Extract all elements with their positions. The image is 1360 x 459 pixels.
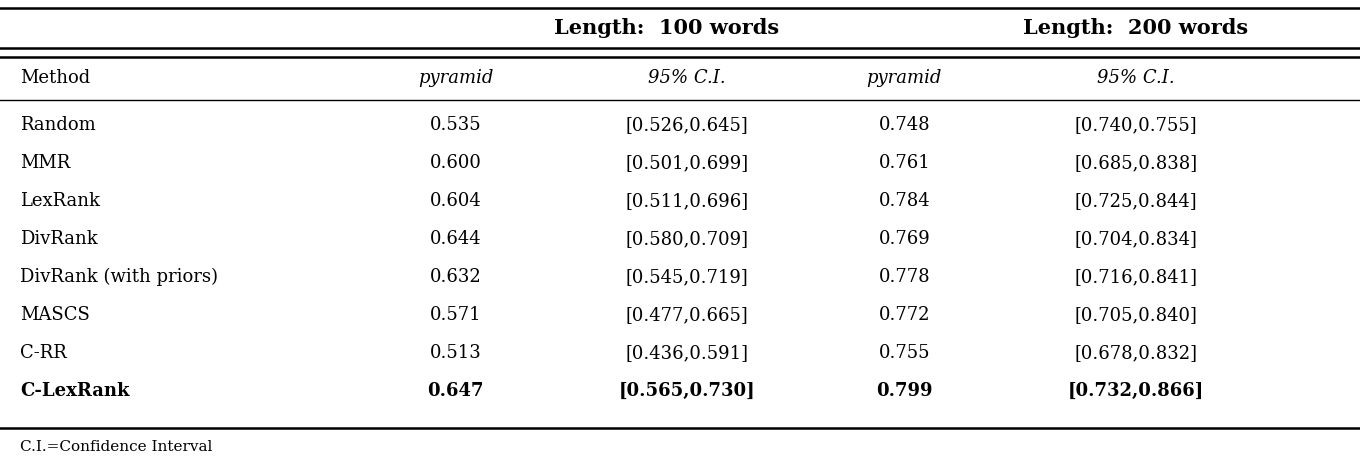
Text: Length:  200 words: Length: 200 words: [1023, 18, 1248, 38]
Text: 0.535: 0.535: [430, 116, 481, 134]
Text: 0.571: 0.571: [430, 306, 481, 324]
Text: pyramid: pyramid: [418, 69, 494, 87]
Text: 0.761: 0.761: [879, 154, 930, 172]
Text: [0.725,0.844]: [0.725,0.844]: [1074, 192, 1197, 210]
Text: 0.644: 0.644: [430, 230, 481, 248]
Text: 0.632: 0.632: [430, 268, 481, 286]
Text: [0.526,0.645]: [0.526,0.645]: [626, 116, 748, 134]
Text: 95% C.I.: 95% C.I.: [1096, 69, 1175, 87]
Text: 0.600: 0.600: [430, 154, 481, 172]
Text: 0.755: 0.755: [879, 344, 930, 362]
Text: [0.705,0.840]: [0.705,0.840]: [1074, 306, 1197, 324]
Text: C-LexRank: C-LexRank: [20, 382, 131, 400]
Text: 0.604: 0.604: [430, 192, 481, 210]
Text: 0.772: 0.772: [879, 306, 930, 324]
Text: 0.513: 0.513: [430, 344, 481, 362]
Text: [0.740,0.755]: [0.740,0.755]: [1074, 116, 1197, 134]
Text: C-RR: C-RR: [20, 344, 67, 362]
Text: [0.511,0.696]: [0.511,0.696]: [626, 192, 748, 210]
Text: [0.716,0.841]: [0.716,0.841]: [1074, 268, 1197, 286]
Text: C.I.=Confidence Interval: C.I.=Confidence Interval: [20, 440, 212, 454]
Text: LexRank: LexRank: [20, 192, 101, 210]
Text: 0.784: 0.784: [879, 192, 930, 210]
Text: MMR: MMR: [20, 154, 71, 172]
Text: Random: Random: [20, 116, 97, 134]
Text: MASCS: MASCS: [20, 306, 90, 324]
Text: [0.678,0.832]: [0.678,0.832]: [1074, 344, 1197, 362]
Text: [0.704,0.834]: [0.704,0.834]: [1074, 230, 1197, 248]
Text: Method: Method: [20, 69, 91, 87]
Text: 0.778: 0.778: [879, 268, 930, 286]
Text: 0.799: 0.799: [876, 382, 933, 400]
Text: 0.769: 0.769: [879, 230, 930, 248]
Text: [0.545,0.719]: [0.545,0.719]: [626, 268, 748, 286]
Text: 0.647: 0.647: [427, 382, 484, 400]
Text: DivRank (with priors): DivRank (with priors): [20, 268, 219, 286]
Text: 0.748: 0.748: [879, 116, 930, 134]
Text: pyramid: pyramid: [866, 69, 942, 87]
Text: Length:  100 words: Length: 100 words: [554, 18, 779, 38]
Text: [0.477,0.665]: [0.477,0.665]: [626, 306, 748, 324]
Text: [0.732,0.866]: [0.732,0.866]: [1068, 382, 1204, 400]
Text: [0.501,0.699]: [0.501,0.699]: [626, 154, 748, 172]
Text: [0.565,0.730]: [0.565,0.730]: [619, 382, 755, 400]
Text: [0.436,0.591]: [0.436,0.591]: [626, 344, 748, 362]
Text: DivRank: DivRank: [20, 230, 98, 248]
Text: 95% C.I.: 95% C.I.: [647, 69, 726, 87]
Text: [0.685,0.838]: [0.685,0.838]: [1074, 154, 1197, 172]
Text: [0.580,0.709]: [0.580,0.709]: [626, 230, 748, 248]
